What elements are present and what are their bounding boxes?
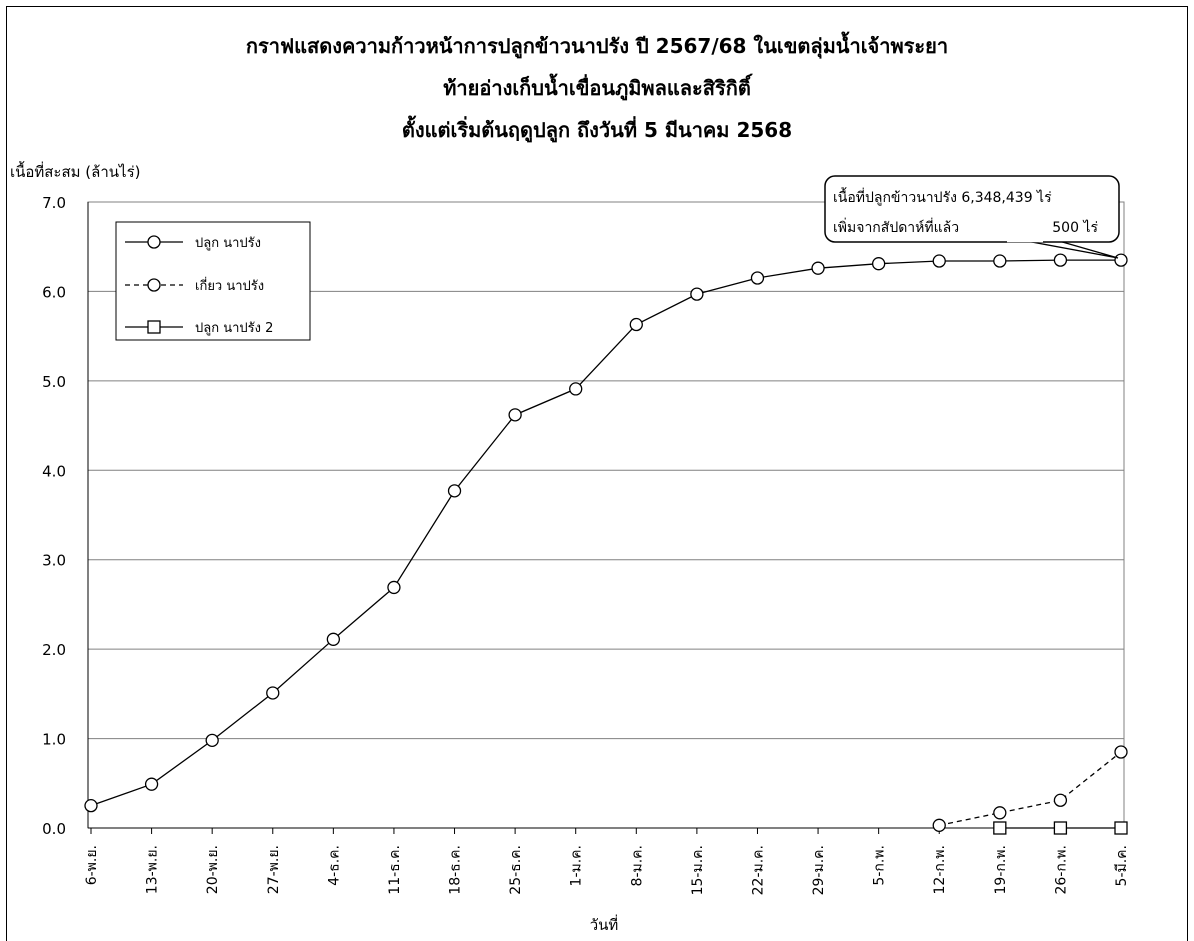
data-point (508, 408, 522, 422)
chart-title-line-2: ท้ายอ่างเก็บน้ำเขื่อนภูมิพลและสิริกิติ์ (443, 73, 753, 102)
annotation-callout: เนื้อที่ปลูกข้าวนาปรัง 6,348,439 ไร่ เพิ… (824, 175, 1120, 259)
chart-title-line-1: กราฟแสดงความก้าวหน้าการปลูกข้าวนาปรัง ปี… (246, 31, 948, 60)
x-tick-label: 1-ม.ค. (569, 845, 585, 886)
y-tick-label: 3.0 (42, 552, 66, 570)
chart-frame (6, 6, 1188, 941)
data-point (871, 257, 886, 271)
data-point (1114, 253, 1128, 267)
x-tick-label: 4-ธ.ค. (326, 845, 342, 886)
legend-label-planting-2: ปลูก นาปรัง 2 (195, 321, 273, 336)
legend-label-harvest: เกี่ยว นาปรัง (195, 277, 264, 294)
legend-marker-planting-2 (147, 320, 161, 334)
data-point (690, 287, 704, 301)
x-tick-label: 18-ธ.ค. (448, 845, 464, 895)
legend-label-planting: ปลูก นาปรัง (195, 236, 261, 251)
data-point (1053, 253, 1068, 267)
axes: 0.0 1.0 2.0 3.0 4.0 5.0 6.0 7.0 6-พ.ย. 13-พ.ย. 20-… (42, 194, 1130, 895)
x-tick-label: 20-พ.ย. (205, 845, 221, 894)
data-point (1053, 821, 1068, 835)
data-point (326, 632, 341, 646)
data-point (266, 686, 280, 700)
data-point (993, 254, 1007, 268)
x-tick-label: 27-พ.ย. (266, 845, 282, 894)
chart-title-line-3: ตั้งแต่เริ่มต้นฤดูปลูก ถึงวันที่ 5 มีนาค… (402, 115, 792, 144)
y-tick-label: 0.0 (42, 820, 66, 838)
x-tick-label: 25-ธ.ค. (508, 845, 524, 895)
legend-marker-planting (147, 235, 161, 249)
data-point (569, 382, 583, 396)
y-tick-label: 6.0 (42, 283, 66, 301)
series-layer (84, 253, 1128, 835)
series-1 (84, 253, 1128, 813)
data-point (811, 261, 825, 275)
data-point (84, 798, 98, 813)
x-tick-label: 5-มี.ค. (1114, 845, 1130, 886)
x-tick-label: 6-พ.ย. (84, 845, 100, 885)
x-tick-label: 13-พ.ย. (145, 845, 161, 894)
x-axis-label: วันที่ (590, 914, 619, 934)
data-point (447, 484, 462, 498)
data-point (629, 317, 643, 332)
data-point (205, 733, 219, 748)
x-tick-label: 22-ม.ค. (750, 845, 766, 895)
y-tick-label: 5.0 (42, 373, 66, 391)
data-point (387, 580, 401, 595)
data-point (1053, 793, 1068, 807)
y-tick-label: 4.0 (42, 462, 66, 480)
series-2 (932, 745, 1128, 832)
data-point (993, 821, 1007, 835)
data-point (144, 777, 159, 791)
x-tick-label: 29-ม.ค. (811, 845, 827, 895)
data-point (750, 271, 765, 285)
y-axis-label: เนื้อที่สะสม (ล้านไร่) (10, 161, 140, 181)
y-tick-label: 1.0 (42, 731, 66, 749)
data-point (1114, 745, 1128, 759)
data-point (932, 818, 946, 832)
series-line (90, 259, 1121, 807)
legend: ปลูก นาปรัง เกี่ยว นาปรัง ปลูก นาปรัง 2 (115, 221, 311, 341)
x-tick-label: 11-ธ.ค. (387, 845, 403, 895)
y-tick-label: 2.0 (42, 641, 66, 659)
series-3 (993, 821, 1128, 835)
data-point (932, 254, 946, 268)
callout-line-2-label: เพิ่มจากสัปดาห์ที่แล้ว (833, 218, 959, 236)
callout-box (824, 175, 1120, 243)
series-line (939, 751, 1122, 826)
x-tick-label: 26-ก.พ. (1053, 845, 1069, 894)
x-tick-label: 19-ก.พ. (993, 845, 1009, 894)
x-tick-label: 12-ก.พ. (932, 845, 948, 894)
legend-marker-harvest (147, 278, 161, 292)
data-point (993, 806, 1007, 820)
callout-line-1: เนื้อที่ปลูกข้าวนาปรัง 6,348,439 ไร่ (833, 187, 1052, 206)
data-point (1114, 821, 1128, 835)
y-tick-label: 7.0 (42, 194, 66, 212)
x-tick-label: 8-ม.ค. (629, 845, 645, 886)
x-tick-label: 5-ก.พ. (872, 845, 888, 886)
x-tick-label: 15-ม.ค. (690, 845, 706, 895)
callout-line-2-value: 500 ไร่ (1052, 219, 1098, 236)
